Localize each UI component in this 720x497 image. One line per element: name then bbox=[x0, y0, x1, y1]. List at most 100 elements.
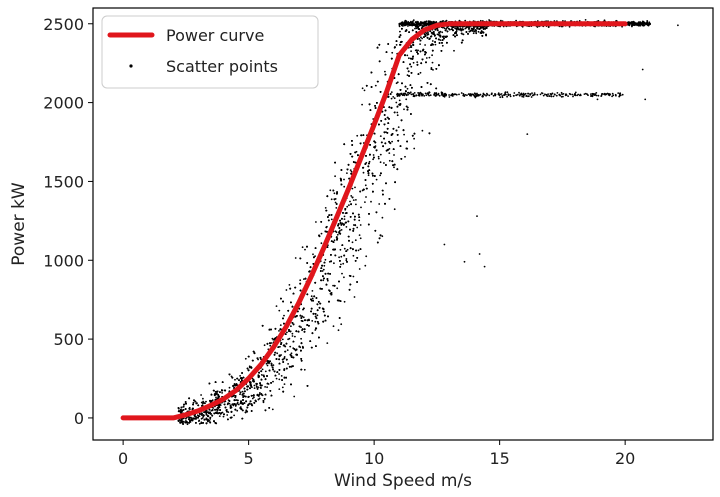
scatter-point bbox=[279, 324, 282, 326]
scatter-point bbox=[362, 134, 365, 137]
scatter-point bbox=[275, 305, 278, 307]
scatter-point bbox=[312, 312, 315, 315]
scatter-point bbox=[343, 276, 345, 279]
scatter-point bbox=[326, 230, 328, 233]
scatter-point bbox=[398, 99, 401, 102]
scatter-point bbox=[374, 107, 377, 109]
scatter-point bbox=[374, 141, 377, 144]
scatter-point bbox=[358, 219, 361, 222]
scatter-point bbox=[330, 240, 333, 243]
scatter-point bbox=[393, 166, 395, 169]
scatter-point bbox=[392, 96, 395, 98]
scatter-point bbox=[278, 388, 281, 390]
scatter-point bbox=[373, 175, 376, 177]
scatter-point bbox=[426, 36, 429, 39]
scatter-point bbox=[338, 227, 341, 229]
scatter-point bbox=[396, 81, 399, 84]
scatter-point bbox=[202, 397, 204, 400]
scatter-point bbox=[263, 344, 266, 347]
scatter-point bbox=[387, 122, 390, 124]
scatter-point bbox=[413, 137, 415, 140]
scatter-point bbox=[350, 203, 352, 206]
scatter-point bbox=[396, 134, 399, 136]
scatter-point bbox=[183, 420, 185, 423]
scatter-point bbox=[457, 28, 460, 31]
scatter-point bbox=[410, 50, 412, 53]
scatter-point bbox=[270, 394, 273, 397]
scatter-point bbox=[205, 411, 207, 414]
scatter-point bbox=[213, 420, 215, 423]
scatter-point bbox=[417, 52, 419, 55]
scatter-point bbox=[311, 297, 314, 300]
scatter-point bbox=[441, 42, 443, 44]
scatter-point bbox=[334, 175, 336, 178]
scatter-point bbox=[253, 396, 255, 399]
scatter-point bbox=[371, 172, 374, 175]
scatter-point bbox=[387, 148, 389, 151]
scatter-point bbox=[212, 389, 215, 392]
scatter-point bbox=[374, 229, 377, 232]
scatter-point bbox=[237, 403, 240, 406]
scatter-point bbox=[339, 219, 341, 222]
scatter-point bbox=[240, 407, 243, 410]
scatter-point bbox=[228, 400, 231, 402]
scatter-point bbox=[439, 35, 442, 38]
scatter-point bbox=[284, 333, 287, 335]
scatter-point bbox=[332, 284, 334, 287]
scatter-point bbox=[376, 80, 379, 83]
scatter-point bbox=[270, 364, 273, 367]
scatter-point bbox=[317, 301, 320, 303]
scatter-point bbox=[272, 380, 274, 383]
scatter-point bbox=[306, 324, 309, 326]
scatter-point bbox=[227, 411, 230, 413]
scatter-point bbox=[461, 39, 464, 42]
scatter-point bbox=[345, 226, 348, 228]
scatter-point bbox=[411, 57, 414, 60]
scatter-point bbox=[434, 41, 436, 43]
scatter-point bbox=[284, 345, 287, 348]
scatter-point bbox=[462, 33, 464, 36]
scatter-point bbox=[374, 145, 377, 148]
scatter-point bbox=[425, 57, 428, 59]
scatter-point bbox=[343, 143, 346, 146]
scatter-point bbox=[426, 82, 429, 84]
scatter-point bbox=[353, 218, 356, 221]
scatter-point bbox=[424, 44, 426, 46]
scatter-point bbox=[290, 325, 292, 328]
scatter-point bbox=[443, 27, 446, 30]
scatter-point bbox=[251, 397, 254, 400]
scatter-point bbox=[264, 370, 267, 373]
scatter-point bbox=[406, 87, 409, 90]
scatter-point bbox=[217, 412, 219, 415]
scatter-point bbox=[308, 324, 310, 327]
scatter-point bbox=[180, 406, 183, 409]
scatter-point bbox=[420, 86, 423, 88]
scatter-point bbox=[484, 27, 487, 30]
scatter-point bbox=[283, 356, 286, 358]
scatter-point bbox=[299, 279, 302, 282]
scatter-point bbox=[406, 140, 408, 143]
scatter-point bbox=[383, 114, 386, 116]
scatter-point bbox=[362, 171, 365, 174]
scatter-point bbox=[397, 126, 400, 128]
scatter-point bbox=[381, 189, 384, 192]
scatter-point bbox=[354, 239, 357, 242]
scatter-point bbox=[227, 402, 230, 405]
scatter-point bbox=[309, 266, 312, 269]
scatter-point bbox=[401, 27, 403, 30]
scatter-point bbox=[296, 310, 299, 313]
scatter-point bbox=[183, 403, 186, 406]
scatter-point bbox=[376, 46, 379, 49]
scatter-point bbox=[433, 33, 436, 35]
scatter-point bbox=[242, 399, 244, 401]
scatter-point bbox=[318, 306, 321, 309]
scatter-point bbox=[233, 383, 236, 385]
scatter-point bbox=[399, 145, 402, 148]
scatter-point bbox=[460, 32, 463, 35]
scatter-point bbox=[430, 35, 432, 38]
scatter-point bbox=[316, 303, 319, 306]
scatter-point bbox=[399, 34, 402, 37]
scatter-point bbox=[215, 422, 218, 425]
scatter-point bbox=[376, 102, 378, 104]
